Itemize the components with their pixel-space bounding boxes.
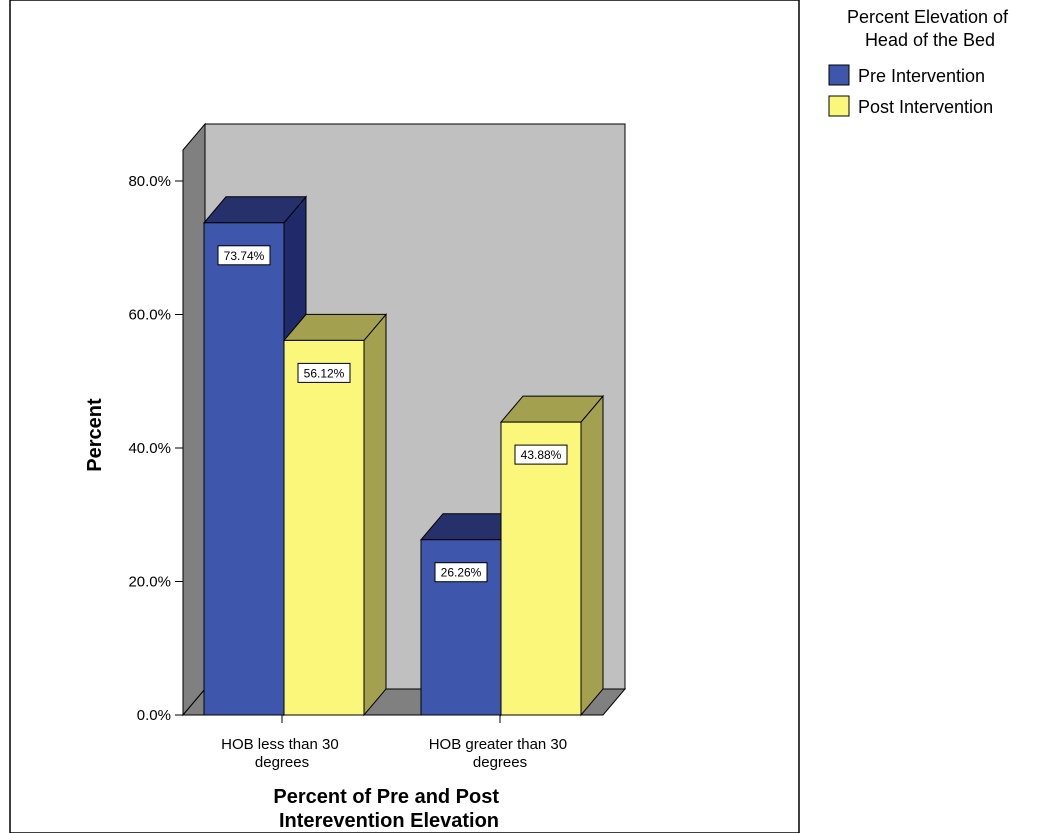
data-label-box (297, 362, 351, 383)
y-axis-title: Percent (84, 398, 106, 472)
data-label-text: 56.12% (304, 366, 345, 380)
data-label-pre-1: 73.74% (217, 245, 271, 266)
legend: Percent Elevation of Head of the Bed Pre… (828, 7, 1013, 117)
y-tick-label: 20.0% (128, 574, 171, 591)
data-label-text: 43.88% (521, 448, 562, 462)
legend-title: Percent Elevation of Head of the Bed (847, 7, 1013, 50)
bar-side-face (580, 394, 604, 717)
y-axis: 0.0% 20.0% 40.0% 60.0% 80.0% (128, 171, 501, 724)
chart-bars (202, 195, 605, 717)
bar-front-face (283, 339, 365, 716)
data-label-box (217, 245, 271, 266)
bar-front-face (203, 222, 285, 716)
bar-front-face (500, 421, 582, 716)
y-tick-label: 0.0% (137, 707, 171, 724)
y-tick-label: 80.0% (128, 173, 171, 190)
legend-swatch-post (828, 95, 850, 117)
bar-post-2 (499, 394, 605, 717)
data-labels: 73.74% 56.12% 26.26% 43.88% (217, 245, 568, 583)
data-label-text: 73.74% (224, 249, 265, 263)
x-axis-title: Percent of Pre and Post Interevention El… (273, 786, 504, 832)
legend-label-post: Post Intervention (858, 97, 993, 117)
side-wall (182, 122, 206, 717)
legend-swatch-pre (828, 64, 850, 86)
data-label-text: 26.26% (441, 566, 482, 580)
data-label-post-2: 43.88% (514, 444, 568, 465)
data-label-pre-2: 26.26% (434, 562, 488, 583)
y-tick-label: 60.0% (128, 307, 171, 324)
data-label-box (514, 444, 568, 465)
data-label-box (434, 562, 488, 583)
bar-side-face (363, 313, 387, 717)
y-tick-label: 40.0% (128, 440, 171, 457)
data-label-post-1: 56.12% (297, 362, 351, 383)
legend-label-pre: Pre Intervention (858, 66, 985, 86)
bar-post-1 (282, 313, 388, 717)
category-label-2: HOB greater than 30 degrees (429, 736, 572, 771)
category-label-1: HOB less than 30 degrees (221, 736, 343, 771)
